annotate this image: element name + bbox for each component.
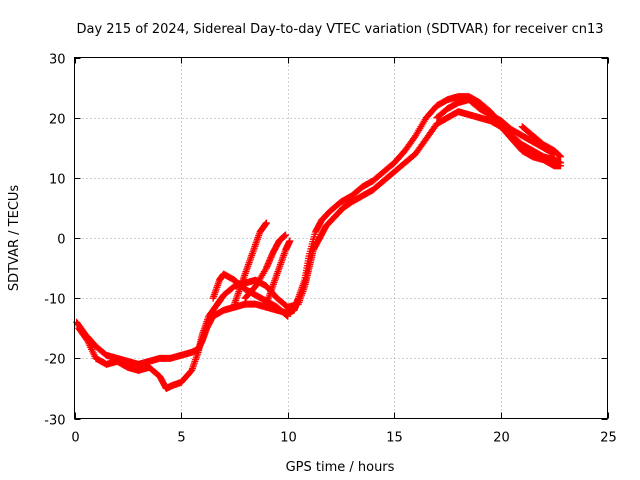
y-tick-label: -10 [44, 293, 65, 308]
grid [74, 57, 608, 419]
y-tick-label: -20 [44, 353, 65, 368]
x-tick-label: 10 [280, 431, 297, 446]
data-point-marker [286, 237, 294, 245]
data-point-marker [262, 219, 270, 227]
axis-ticks [74, 57, 609, 420]
data-point-marker [557, 153, 565, 161]
y-tick-label: 10 [49, 173, 66, 188]
data-point-marker [557, 162, 565, 170]
data-points [73, 93, 565, 392]
x-tick-label: 20 [493, 431, 510, 446]
y-tick-label: -30 [44, 414, 65, 429]
x-tick-label: 15 [386, 431, 403, 446]
x-tick-label: 25 [600, 431, 617, 446]
y-tick-label: 0 [57, 233, 65, 248]
data-point-marker [283, 311, 291, 319]
x-tick-label: 5 [177, 431, 185, 446]
plot-frame [74, 57, 608, 419]
x-axis-label: GPS time / hours [286, 460, 395, 475]
y-axis-label: SDTVAR / TECUs [7, 185, 22, 292]
x-tick-label: 0 [71, 431, 79, 446]
y-tick-label: 20 [49, 113, 66, 128]
chart-title: Day 215 of 2024, Sidereal Day-to-day VTE… [76, 22, 603, 37]
data-point-marker [282, 231, 290, 239]
y-tick-label: 30 [49, 53, 66, 68]
tick-labels: 0 5 10 15 20 25 -30 -20 -10 0 10 20 30 [44, 53, 617, 446]
data-point-marker [284, 312, 292, 320]
